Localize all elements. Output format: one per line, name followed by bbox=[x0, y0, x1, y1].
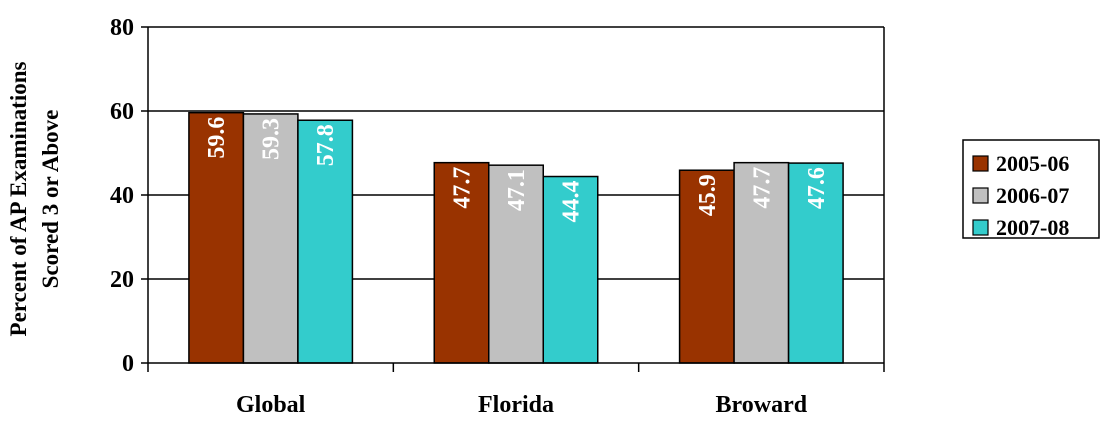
bar-global-2005-06 bbox=[188, 111, 245, 364]
bar-broward-2005-06 bbox=[678, 169, 735, 364]
y-tick-label-60: 60 bbox=[110, 99, 134, 125]
x-category-label-broward: Broward bbox=[716, 392, 808, 418]
y-tick-label-20: 20 bbox=[110, 267, 134, 293]
bar-global-2007-08 bbox=[297, 119, 354, 364]
legend-label-2006-07: 2006-07 bbox=[996, 183, 1069, 208]
y-axis-title: Percent of AP Examinations Scored 3 or Ab… bbox=[6, 61, 63, 336]
data-label-global-2005-06: 59.6 bbox=[204, 117, 230, 159]
bar-florida-2007-08 bbox=[542, 175, 599, 364]
x-category-label-global: Global bbox=[236, 392, 306, 418]
data-label-global-2006-07: 59.3 bbox=[259, 118, 285, 160]
y-tick-label-40: 40 bbox=[110, 183, 134, 209]
data-label-broward-2006-07: 47.7 bbox=[749, 167, 775, 209]
bar-broward-2006-07 bbox=[733, 161, 790, 364]
legend-swatch-2006-07 bbox=[972, 187, 989, 204]
data-label-florida-2005-06: 47.7 bbox=[450, 167, 476, 209]
data-label-florida-2007-08: 44.4 bbox=[559, 181, 585, 223]
y-axis-title-line-2: Scored 3 or Above bbox=[38, 110, 63, 289]
x-category-label-florida: Florida bbox=[478, 392, 554, 418]
data-label-global-2007-08: 57.8 bbox=[313, 124, 339, 166]
legend-swatch-2007-08 bbox=[972, 219, 989, 236]
y-axis-title-line-1: Percent of AP Examinations bbox=[6, 61, 31, 336]
legend: 2005-06 2006-07 2007-08 bbox=[962, 139, 1100, 240]
legend-label-2005-06: 2005-06 bbox=[996, 151, 1069, 176]
data-label-broward-2007-08: 47.6 bbox=[804, 167, 830, 209]
bar-global-2006-07 bbox=[242, 113, 299, 364]
axes: 0 20 40 60 80 Global Florida Broward Percent of … bbox=[6, 15, 885, 418]
y-tick-label-0: 0 bbox=[122, 351, 134, 377]
legend-label-2007-08: 2007-08 bbox=[996, 215, 1069, 240]
legend-swatch-2005-06 bbox=[972, 155, 989, 172]
data-labels: 59.6 47.7 45.9 59.3 47.1 47.7 57.8 44.4 47.6 bbox=[204, 117, 830, 223]
bar-broward-2007-08 bbox=[787, 162, 844, 364]
bar-florida-2006-07 bbox=[488, 164, 544, 364]
bars bbox=[188, 111, 844, 364]
data-label-florida-2006-07: 47.1 bbox=[504, 169, 530, 211]
data-label-broward-2005-06: 45.9 bbox=[695, 174, 721, 216]
y-tick-label-80: 80 bbox=[110, 15, 134, 41]
